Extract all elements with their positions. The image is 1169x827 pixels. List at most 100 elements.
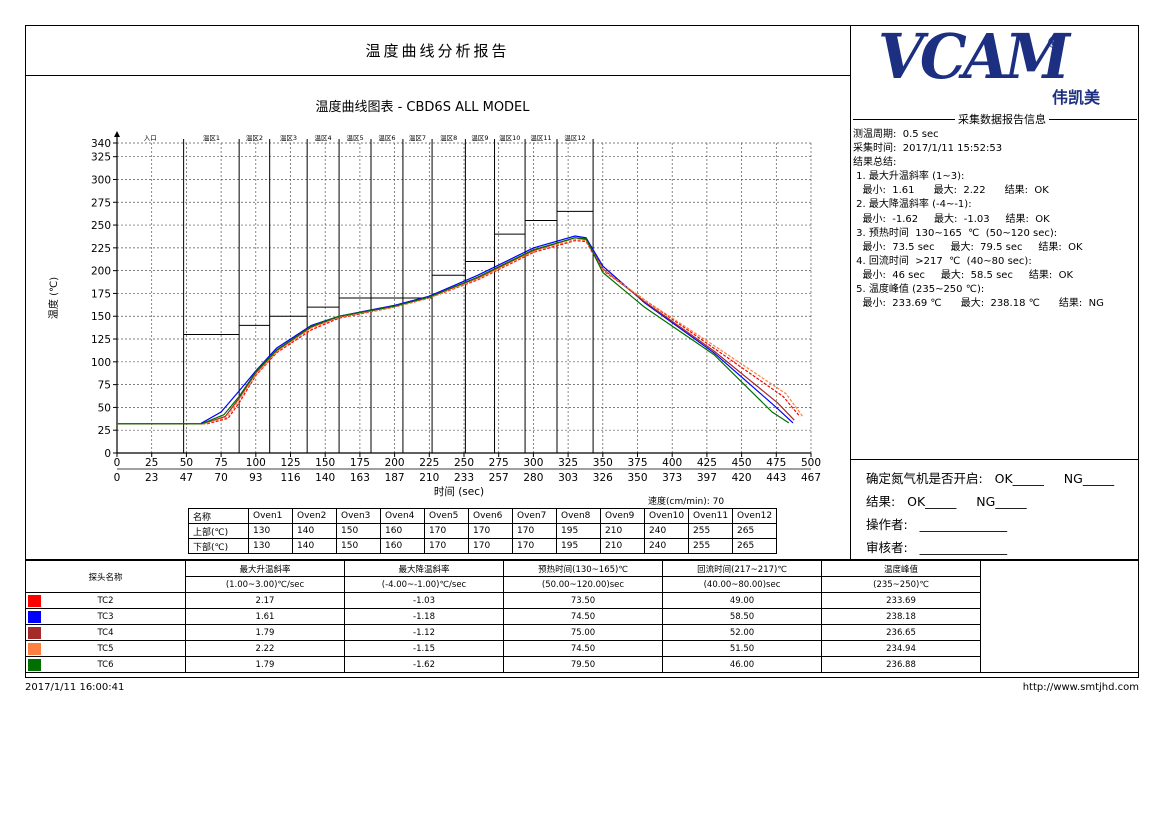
oven-cell: Oven8 bbox=[556, 508, 601, 524]
x-tick-label: 175 bbox=[350, 457, 370, 469]
oven-cell: 255 bbox=[688, 523, 733, 539]
oven-cell: 上部(℃) bbox=[188, 523, 249, 539]
zone-label: 温区2 bbox=[246, 133, 263, 142]
x-tick-label-secondary: 93 bbox=[249, 472, 262, 484]
y-tick-label: 25 bbox=[98, 425, 111, 437]
result-value: -1.12 bbox=[344, 624, 504, 641]
oven-cell: 170 bbox=[468, 538, 513, 554]
oven-cell: Oven2 bbox=[292, 508, 337, 524]
temperature-chart: 入口 温区1 温区2 温区3 温区4 温区5 温区6 温区7 温区8 温区9 温区10 温区11 温区1… bbox=[47, 131, 821, 505]
oven-cell: Oven10 bbox=[644, 508, 689, 524]
column-range: (1.00~3.00)℃/sec bbox=[185, 576, 345, 593]
info-line: 最小: 1.61 最大: 2.22 结果: OK bbox=[853, 185, 1049, 197]
x-tick-label-secondary: 116 bbox=[280, 472, 300, 484]
x-tick-label: 425 bbox=[697, 457, 717, 469]
x-tick-label: 275 bbox=[489, 457, 509, 469]
speed-label: 速度(cm/min): 70 bbox=[648, 495, 724, 505]
zone-label: 温区11 bbox=[530, 133, 551, 142]
oven-cell: 140 bbox=[292, 538, 337, 554]
oven-row: 上部(℃) 130 140 150 160 170 170 170 195 210 240 255 26… bbox=[188, 523, 777, 539]
y-axis-label: 温度 (℃) bbox=[47, 277, 60, 319]
x-tick-label: 300 bbox=[523, 457, 543, 469]
confirm-divider bbox=[850, 459, 1139, 460]
probe-color-swatch bbox=[28, 627, 41, 639]
oven-cell: Oven3 bbox=[336, 508, 381, 524]
info-line: 最小: -1.62 最大: -1.03 结果: OK bbox=[853, 213, 1050, 225]
oven-header-row: 名称 Oven1 Oven2 Oven3 Oven4 Oven5 Oven6 Oven7 Ove… bbox=[188, 508, 777, 524]
oven-cell: 240 bbox=[644, 523, 689, 539]
column-range: (235~250)℃ bbox=[821, 576, 981, 593]
result-value: 79.50 bbox=[503, 656, 663, 673]
x-tick-label: 450 bbox=[732, 457, 752, 469]
result-value: 2.22 bbox=[185, 640, 345, 657]
probe-name-cell: TC5 bbox=[25, 640, 186, 657]
table-divider bbox=[25, 559, 1139, 560]
probe-name: TC4 bbox=[97, 627, 114, 638]
report-title: 温度曲线分析报告 bbox=[365, 41, 510, 60]
info-line: 最小: 233.69 ℃ 最大: 238.18 ℃ 结果: NG bbox=[853, 298, 1104, 310]
x-tick-label-secondary: 233 bbox=[454, 472, 474, 484]
x-tick-label: 0 bbox=[114, 457, 121, 469]
oven-cell: 195 bbox=[556, 538, 601, 554]
x-tick-label: 250 bbox=[454, 457, 474, 469]
result-value: 233.69 bbox=[821, 592, 981, 609]
oven-cell: Oven12 bbox=[732, 508, 777, 524]
result-row: TC2 2.17 -1.03 73.50 49.00 233.69 bbox=[25, 592, 1139, 609]
column-range: (50.00~120.00)sec bbox=[503, 576, 663, 593]
series-line-tc6 bbox=[117, 237, 790, 425]
x-tick-label-secondary: 163 bbox=[350, 472, 370, 484]
y-tick-label: 200 bbox=[91, 266, 111, 278]
x-tick-label: 50 bbox=[180, 457, 193, 469]
result-value: -1.18 bbox=[344, 608, 504, 625]
oven-cell: 130 bbox=[248, 523, 293, 539]
blank-cell bbox=[980, 560, 1139, 673]
y-tick-label: 125 bbox=[91, 334, 111, 346]
zone-label: 温区3 bbox=[280, 133, 297, 142]
y-tick-label: 250 bbox=[91, 220, 111, 232]
oven-cell: 130 bbox=[248, 538, 293, 554]
x-tick-label-secondary: 420 bbox=[732, 472, 752, 484]
x-tick-label: 375 bbox=[627, 457, 647, 469]
x-tick-label-secondary: 350 bbox=[627, 472, 647, 484]
x-tick-label-secondary: 47 bbox=[180, 472, 193, 484]
registered-mark: ® bbox=[1046, 33, 1062, 52]
probe-name: TC6 bbox=[97, 659, 114, 670]
oven-cell: Oven11 bbox=[688, 508, 733, 524]
info-line: 5. 温度峰值 (235~250 ℃): bbox=[853, 284, 985, 296]
zone-label: 温区9 bbox=[471, 133, 488, 142]
vcam-logo: VCAM bbox=[878, 20, 1070, 93]
result-value: 49.00 bbox=[662, 592, 822, 609]
oven-cell: 170 bbox=[468, 523, 513, 539]
y-tick-label: 150 bbox=[91, 311, 111, 323]
result-value: 1.61 bbox=[185, 608, 345, 625]
result-value: 1.79 bbox=[185, 624, 345, 641]
result-value: 75.00 bbox=[503, 624, 663, 641]
probe-name-cell: TC3 bbox=[25, 608, 186, 625]
zone-label: 温区8 bbox=[440, 133, 457, 142]
print-datetime: 2017/1/11 16:00:41 bbox=[25, 682, 125, 693]
oven-cell: 265 bbox=[732, 523, 777, 539]
x-tick-label-secondary: 303 bbox=[558, 472, 578, 484]
y-tick-label: 325 bbox=[91, 152, 111, 164]
probe-color-swatch bbox=[28, 611, 41, 623]
x-axis-label: 时间 (sec) bbox=[434, 485, 484, 498]
result-header-row: 探头名称 最大升温斜率 最大降温斜率 预热时间(130~165)℃ 回流时间(217~2… bbox=[25, 560, 1139, 673]
zone-label: 温区6 bbox=[378, 133, 395, 142]
zone-label: 温区5 bbox=[346, 133, 363, 142]
info-line: 结果总结: bbox=[853, 157, 897, 169]
x-tick-label-secondary: 187 bbox=[385, 472, 405, 484]
series-line-tc4 bbox=[117, 237, 795, 425]
result-value: 236.65 bbox=[821, 624, 981, 641]
reviewer-field: 审核者: ______________ bbox=[866, 540, 1008, 555]
y-axis-arrow bbox=[114, 131, 120, 137]
oven-cell: 265 bbox=[732, 538, 777, 554]
oven-cell: 下部(℃) bbox=[188, 538, 249, 554]
oven-row: 下部(℃) 130 140 150 160 170 170 170 195 210 240 255 26… bbox=[188, 538, 777, 554]
oven-cell: 170 bbox=[512, 523, 557, 539]
oven-cell: 160 bbox=[380, 523, 425, 539]
result-check: 结果: OK_____ NG_____ bbox=[866, 494, 1027, 509]
oven-cell: 150 bbox=[336, 523, 381, 539]
oven-cell: Oven1 bbox=[248, 508, 293, 524]
y-tick-label: 75 bbox=[98, 380, 111, 392]
y-tick-label: 175 bbox=[91, 288, 111, 300]
